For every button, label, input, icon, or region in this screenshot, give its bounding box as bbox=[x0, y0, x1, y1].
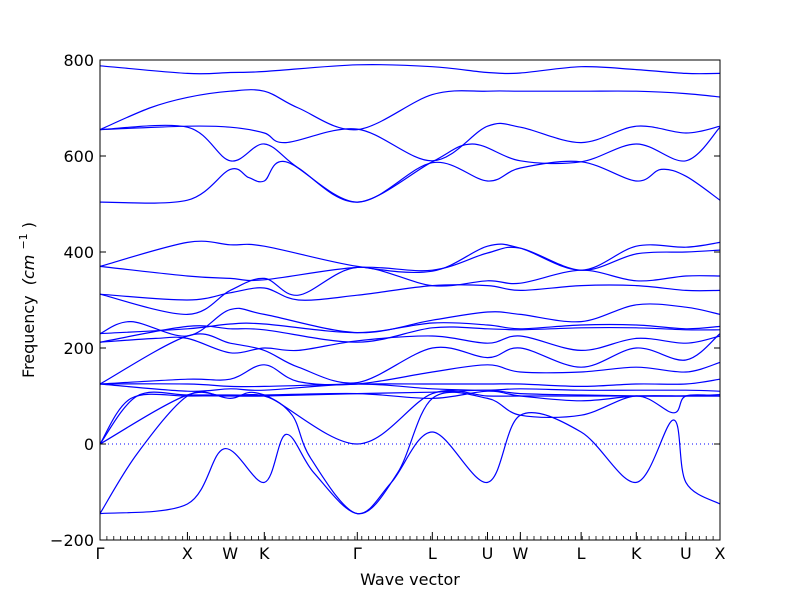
x-tick-label: L bbox=[577, 544, 586, 563]
plot-frame bbox=[99, 59, 721, 541]
band-line-20 bbox=[99, 412, 721, 515]
x-tick-label: U bbox=[680, 544, 692, 563]
band-line-4 bbox=[99, 124, 721, 203]
y-tick-label: 600 bbox=[63, 147, 94, 166]
x-tick-label: X bbox=[715, 544, 726, 563]
band-line-12 bbox=[99, 325, 721, 343]
band-line-1 bbox=[99, 63, 721, 75]
y-axis-title-unit: (cm bbox=[19, 255, 38, 286]
x-tick-label: W bbox=[222, 544, 238, 563]
y-tick-label: −200 bbox=[50, 531, 94, 550]
band-line-11 bbox=[99, 322, 721, 335]
band-line-8 bbox=[99, 266, 721, 316]
y-ticks: −200 0 200 400 600 800 bbox=[50, 51, 720, 550]
x-tick-label: Γ bbox=[353, 544, 362, 563]
band-line-22 bbox=[99, 389, 720, 445]
y-tick-label: 800 bbox=[63, 51, 94, 70]
y-tick-label: 200 bbox=[63, 339, 94, 358]
band-line-14 bbox=[99, 333, 721, 385]
x-axis-title: Wave vector bbox=[360, 570, 460, 589]
band-line-9 bbox=[99, 284, 721, 301]
band-line-7 bbox=[99, 246, 721, 282]
x-tick-label: K bbox=[259, 544, 270, 563]
band-line-6 bbox=[99, 240, 721, 274]
y-axis-title-unit-close: ) bbox=[19, 222, 38, 228]
y-axis-title-text: Frequency bbox=[19, 295, 38, 378]
x-tick-label: L bbox=[428, 544, 437, 563]
band-line-3 bbox=[99, 122, 721, 162]
band-line-2 bbox=[99, 89, 721, 131]
y-axis-title: Frequency (cm −1 ) bbox=[12, 222, 38, 378]
x-tick-label: K bbox=[631, 544, 642, 563]
y-tick-label: 0 bbox=[84, 435, 94, 454]
y-tick-label: 400 bbox=[63, 243, 94, 262]
y-axis-title-unit-exp: −1 bbox=[17, 233, 30, 249]
x-tick-label: Γ bbox=[96, 544, 105, 563]
band-line-16 bbox=[99, 378, 721, 388]
x-tick-label: W bbox=[512, 544, 528, 563]
series-layer bbox=[99, 63, 721, 515]
band-line-15 bbox=[99, 361, 721, 386]
plot-background bbox=[100, 60, 720, 540]
band-line-17 bbox=[99, 383, 721, 392]
x-tick-label: X bbox=[182, 544, 193, 563]
x-tick-label: U bbox=[482, 544, 494, 563]
band-line-5 bbox=[99, 160, 721, 204]
band-line-13 bbox=[99, 335, 721, 354]
